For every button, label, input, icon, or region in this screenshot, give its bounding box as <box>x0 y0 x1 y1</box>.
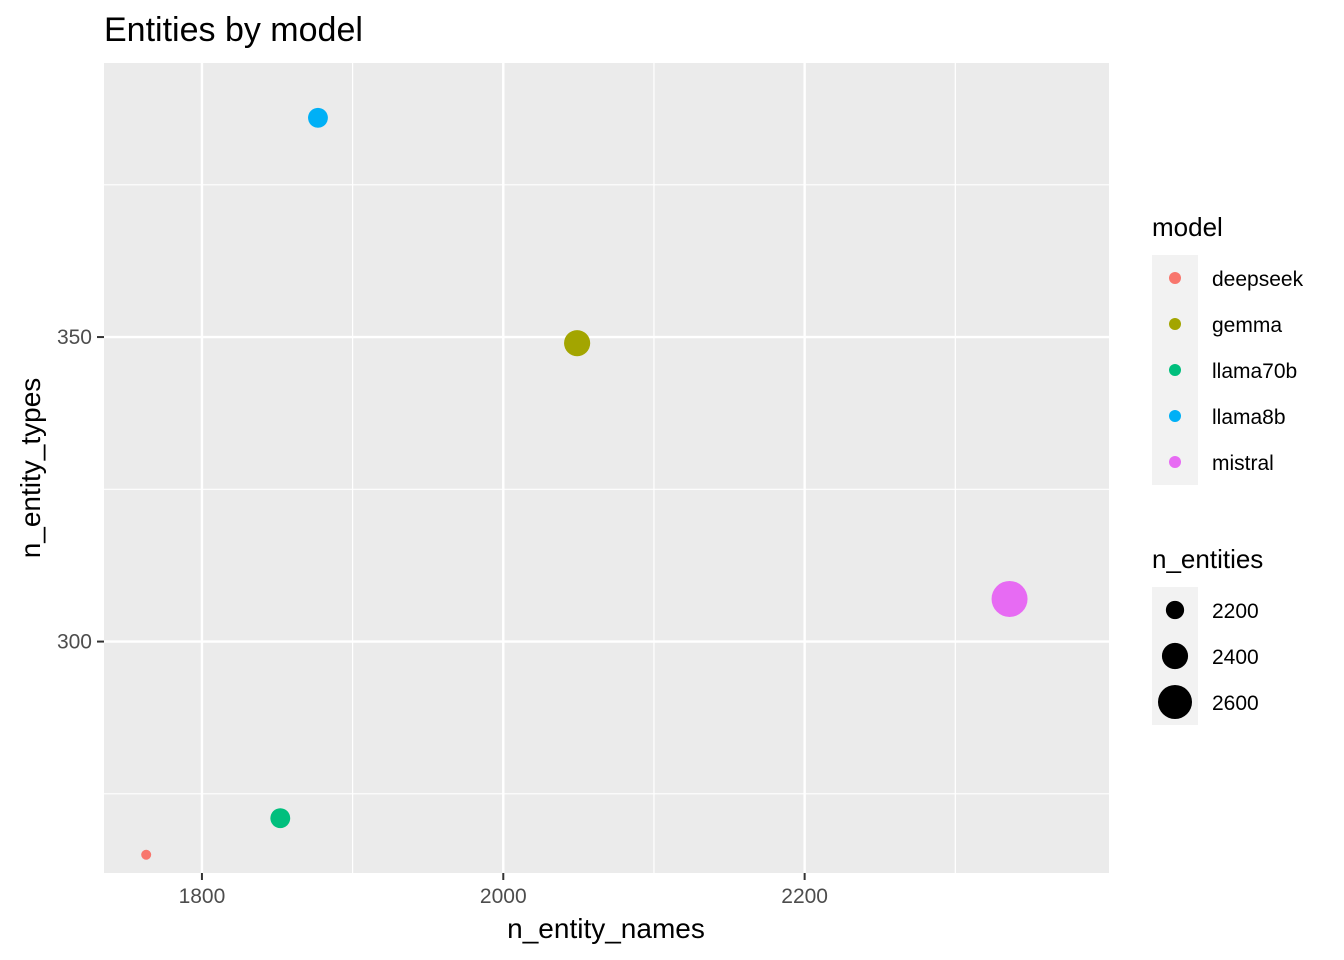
plot-panel <box>104 63 1109 873</box>
legend-size-key <box>1165 600 1185 620</box>
legend-key-llama8b <box>1169 410 1181 422</box>
x-tick-label: 1800 <box>179 885 226 908</box>
y-tick-label: 300 <box>57 631 92 654</box>
x-axis-title: n_entity_names <box>507 913 705 944</box>
x-axis: 1800 2000 2200 <box>179 873 828 908</box>
chart-title: Entities by model <box>104 11 363 49</box>
x-tick-label: 2000 <box>480 885 527 908</box>
legend-key-llama70b <box>1169 364 1181 376</box>
data-point-mistral <box>991 580 1028 617</box>
grid-lines <box>104 63 1109 873</box>
legend-label-mistral: mistral <box>1212 452 1274 475</box>
data-point-gemma <box>564 330 591 357</box>
legend-size-key <box>1157 684 1193 720</box>
legend-label-llama8b: llama8b <box>1212 406 1286 429</box>
y-tick-label: 350 <box>57 326 92 349</box>
data-point-deepseek <box>141 849 152 860</box>
legend-size-label: 2600 <box>1212 692 1259 715</box>
legend-label-gemma: gemma <box>1212 314 1282 337</box>
legend-key-deepseek <box>1169 272 1181 284</box>
legend-size: n_entities 2200 2400 2600 <box>1152 544 1263 725</box>
legend-size-label: 2200 <box>1212 600 1259 623</box>
legend-key-gemma <box>1169 318 1181 330</box>
data-point-llama8b <box>308 107 328 128</box>
y-axis: 300 350 <box>57 326 104 654</box>
data-point-llama70b <box>270 808 291 829</box>
legend-label-llama70b: llama70b <box>1212 360 1297 383</box>
legend-size-label: 2400 <box>1212 646 1259 669</box>
legend-model: model deepseek gemma llama70b llama8b mistra… <box>1152 212 1304 485</box>
x-tick-label: 2200 <box>781 885 828 908</box>
legend-label-deepseek: deepseek <box>1212 268 1304 291</box>
legend-size-key <box>1161 642 1189 670</box>
legend-key-mistral <box>1169 456 1181 468</box>
legend-size-title: n_entities <box>1152 544 1263 574</box>
legend-model-title: model <box>1152 212 1223 242</box>
y-axis-title: n_entity_types <box>15 378 46 559</box>
data-points <box>141 107 1028 860</box>
